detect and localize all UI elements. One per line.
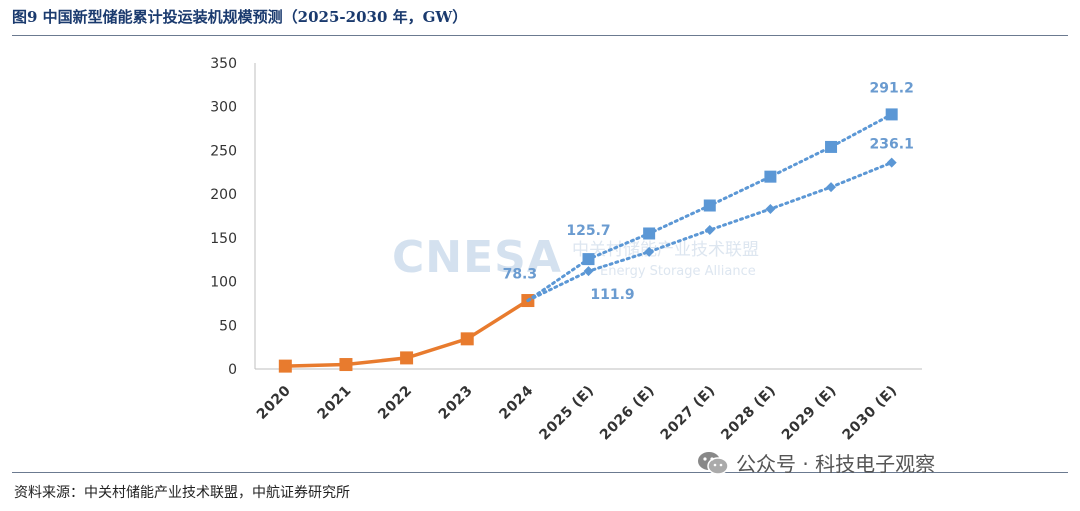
source-note: 资料来源：中关村储能产业技术联盟，中航证券研究所	[14, 485, 350, 501]
chart-watermark: CNESA 中关村储能产业技术联盟 Energy Storage Allianc…	[392, 232, 759, 283]
data-label-forecast_high: 291.2	[870, 80, 914, 96]
y-tick-label: 100	[210, 275, 237, 291]
x-tick-label: 2020	[254, 383, 294, 423]
x-tick-label: 2026 (E)	[597, 383, 658, 444]
y-tick-label: 300	[210, 100, 237, 116]
chart-series	[278, 108, 898, 373]
x-tick-label: 2025 (E)	[536, 383, 597, 444]
y-tick-label: 150	[210, 231, 237, 247]
point-historical	[460, 332, 474, 346]
chart-canvas: CNESA 中关村储能产业技术联盟 Energy Storage Allianc…	[210, 56, 922, 443]
chart-title: 图9 中国新型储能累计投运装机规模预测（2025-2030 年，GW）	[12, 8, 468, 26]
data-label-forecast_high: 125.7	[566, 223, 610, 239]
point-forecast_low	[826, 182, 837, 193]
title-divider	[12, 35, 1068, 36]
point-forecast_high	[885, 108, 898, 121]
watermark-en-text: Energy Storage Alliance	[600, 264, 756, 279]
data-label-forecast_low: 236.1	[870, 137, 914, 153]
point-forecast_low	[583, 266, 594, 277]
point-forecast_high	[703, 199, 716, 212]
wechat-brand-text: 公众号 · 科技电子观察	[736, 452, 936, 476]
point-forecast_low	[765, 204, 776, 215]
y-tick-label: 250	[210, 143, 237, 159]
wechat-icon	[698, 451, 729, 475]
point-forecast_high	[825, 140, 838, 153]
x-tick-label: 2029 (E)	[779, 383, 840, 444]
x-tick-label: 2028 (E)	[718, 383, 779, 444]
source-divider	[12, 472, 1068, 473]
point-historical	[339, 358, 353, 372]
watermark-logo: CNESA	[392, 232, 562, 283]
point-forecast_low	[704, 224, 715, 235]
x-tick-label: 2024	[496, 383, 536, 423]
wechat-watermark: 公众号 · 科技电子观察	[696, 448, 935, 477]
chart-data-labels: 78.3 125.7 291.2 111.9 236.1	[503, 80, 914, 303]
point-forecast_high	[582, 253, 595, 266]
y-tick-label: 200	[210, 187, 237, 203]
x-tick-label: 2023	[436, 383, 476, 423]
point-forecast_high	[764, 170, 777, 183]
chart-axes: 0 50 100 150 200 250 300 350 2020 2021 2022 2023 202…	[210, 56, 922, 443]
x-tick-label: 2027 (E)	[658, 383, 719, 444]
watermark-cn-text: 中关村储能产业技术联盟	[572, 240, 759, 260]
y-tick-label: 50	[219, 318, 237, 334]
y-tick-label: 350	[210, 56, 237, 72]
point-forecast_low	[644, 246, 655, 257]
point-historical	[400, 351, 414, 365]
data-label-forecast_low: 111.9	[590, 287, 634, 303]
point-forecast_low	[886, 157, 897, 168]
x-tick-label: 2030 (E)	[840, 383, 901, 444]
point-historical	[278, 359, 292, 373]
x-tick-label: 2022	[375, 383, 415, 423]
point-forecast_high	[643, 227, 656, 240]
y-tick-label: 0	[228, 362, 237, 378]
x-tick-label: 2021	[315, 383, 355, 423]
data-label-historical: 78.3	[503, 267, 538, 283]
